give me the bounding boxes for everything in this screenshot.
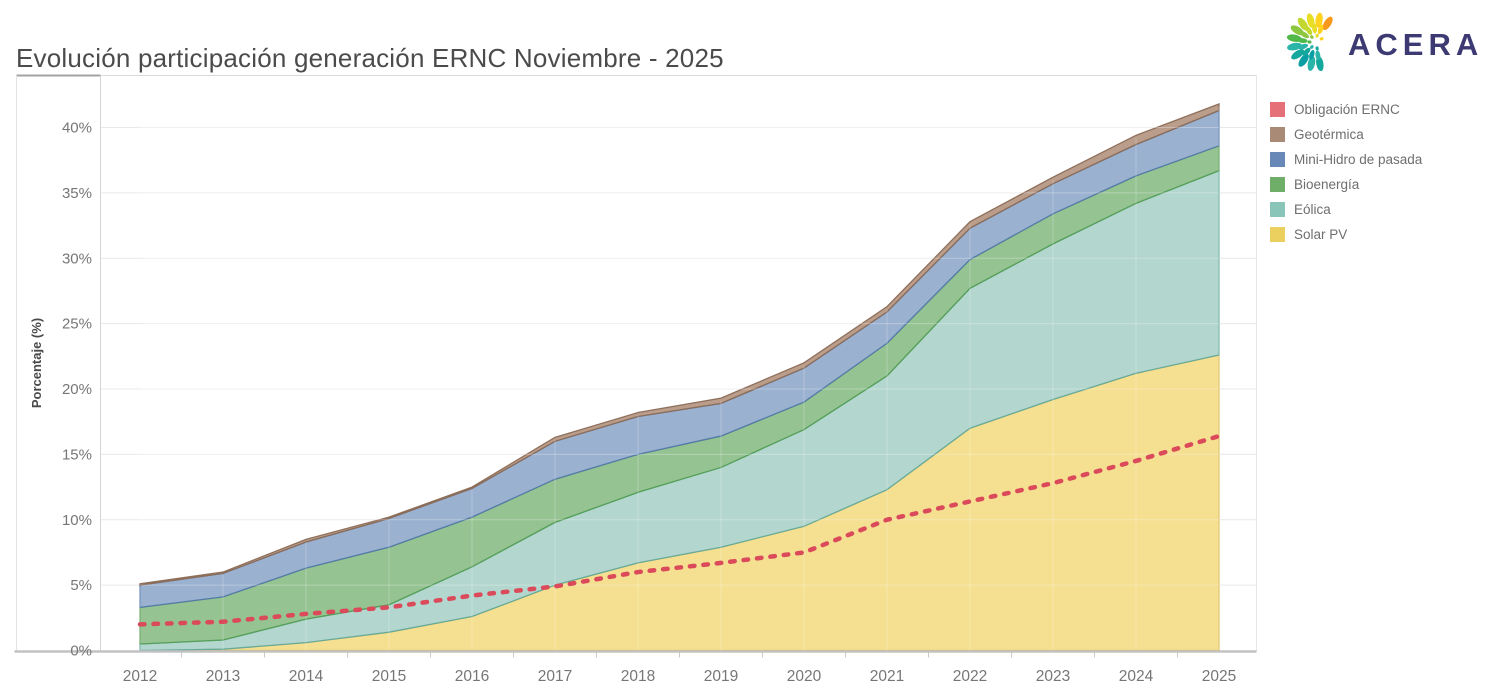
acera-logo-text: ACERA [1348, 27, 1484, 62]
page-title: Evolución participación generación ERNC … [16, 43, 724, 74]
logo-petal [1315, 12, 1323, 28]
legend-swatch-icon [1270, 227, 1285, 242]
x-tick-label: 2012 [123, 668, 157, 685]
logo-petal [1307, 40, 1312, 44]
legend-item-geot-rmica[interactable]: Geotérmica [1270, 122, 1490, 147]
x-tick-label: 2017 [538, 668, 572, 685]
legend-label: Obligación ERNC [1294, 102, 1400, 117]
logo-petal [1300, 31, 1309, 39]
legend-swatch-icon [1270, 177, 1285, 192]
y-tick-label: 15% [62, 446, 92, 463]
x-tick-label: 2024 [1119, 668, 1154, 685]
y-tick-label: 40% [62, 120, 92, 137]
logo-petal [1317, 24, 1324, 35]
legend-item-solar-pv[interactable]: Solar PV [1270, 222, 1490, 247]
area-geot-rmica [139, 103, 1220, 586]
obligation-ernc-line [137, 433, 1222, 627]
legend-item-bioenerg-a[interactable]: Bioenergía [1270, 172, 1490, 197]
x-tick-label: 2016 [455, 668, 489, 685]
legend-label: Geotérmica [1294, 127, 1364, 142]
acera-logo: ACERA [1276, 6, 1486, 78]
logo-petal [1287, 42, 1302, 51]
y-tick-label: 25% [62, 316, 92, 333]
legend-label: Mini-Hidro de pasada [1294, 152, 1423, 167]
logo-petal [1322, 16, 1333, 30]
y-tick-label: 5% [70, 577, 92, 594]
x-tick-label: 2025 [1202, 668, 1236, 685]
x-tick-label: 2013 [206, 668, 240, 685]
legend-item-mini-hidro-de-pasada[interactable]: Mini-Hidro de pasada [1270, 147, 1490, 172]
legend-item-e-lica[interactable]: Eólica [1270, 197, 1490, 222]
x-tick-label: 2019 [704, 668, 738, 685]
legend-swatch-icon [1270, 152, 1285, 167]
x-tick-label: 2023 [1036, 668, 1070, 685]
logo-petal [1307, 56, 1316, 71]
y-tick-label: 35% [62, 185, 92, 202]
logo-petal [1302, 47, 1311, 56]
y-tick-label: 20% [62, 381, 92, 398]
logo-petal [1298, 43, 1309, 50]
legend-swatch-icon [1270, 127, 1285, 142]
x-tick-label: 2015 [372, 668, 406, 685]
logo-petal [1310, 35, 1314, 39]
x-tick-label: 2022 [953, 668, 987, 685]
logo-petal [1298, 53, 1309, 67]
logo-petal [1315, 46, 1319, 51]
y-tick-label: 0% [70, 643, 92, 660]
logo-petal [1312, 23, 1318, 34]
logo-petal [1306, 13, 1315, 28]
x-tick-label: 2021 [870, 668, 904, 685]
legend-item-obligaci-n-ernc[interactable]: Obligación ERNC [1270, 97, 1490, 122]
x-tick-label: 2014 [289, 668, 324, 685]
legend-swatch-icon [1270, 102, 1285, 117]
legend-swatch-icon [1270, 202, 1285, 217]
acera-burst-icon [1286, 12, 1333, 72]
logo-petal [1297, 38, 1308, 44]
logo-petal [1309, 50, 1315, 60]
logo-petal [1305, 26, 1313, 35]
y-tick-label: 10% [62, 512, 92, 529]
x-tick-label: 2018 [621, 668, 655, 685]
logo-petal [1315, 33, 1319, 38]
logo-petal [1310, 45, 1314, 49]
logo-petal [1291, 49, 1305, 60]
logo-petal [1315, 50, 1321, 61]
y-tick-label: 30% [62, 250, 92, 267]
chart-legend: Obligación ERNC Geotérmica Mini-Hidro de p… [1270, 97, 1490, 247]
x-tick-label: 2020 [787, 668, 822, 685]
y-axis-title: Porcentaje (%) [29, 318, 44, 408]
legend-label: Bioenergía [1294, 177, 1360, 192]
logo-petal [1319, 37, 1324, 41]
legend-label: Eólica [1294, 202, 1331, 217]
legend-label: Solar PV [1294, 227, 1348, 242]
